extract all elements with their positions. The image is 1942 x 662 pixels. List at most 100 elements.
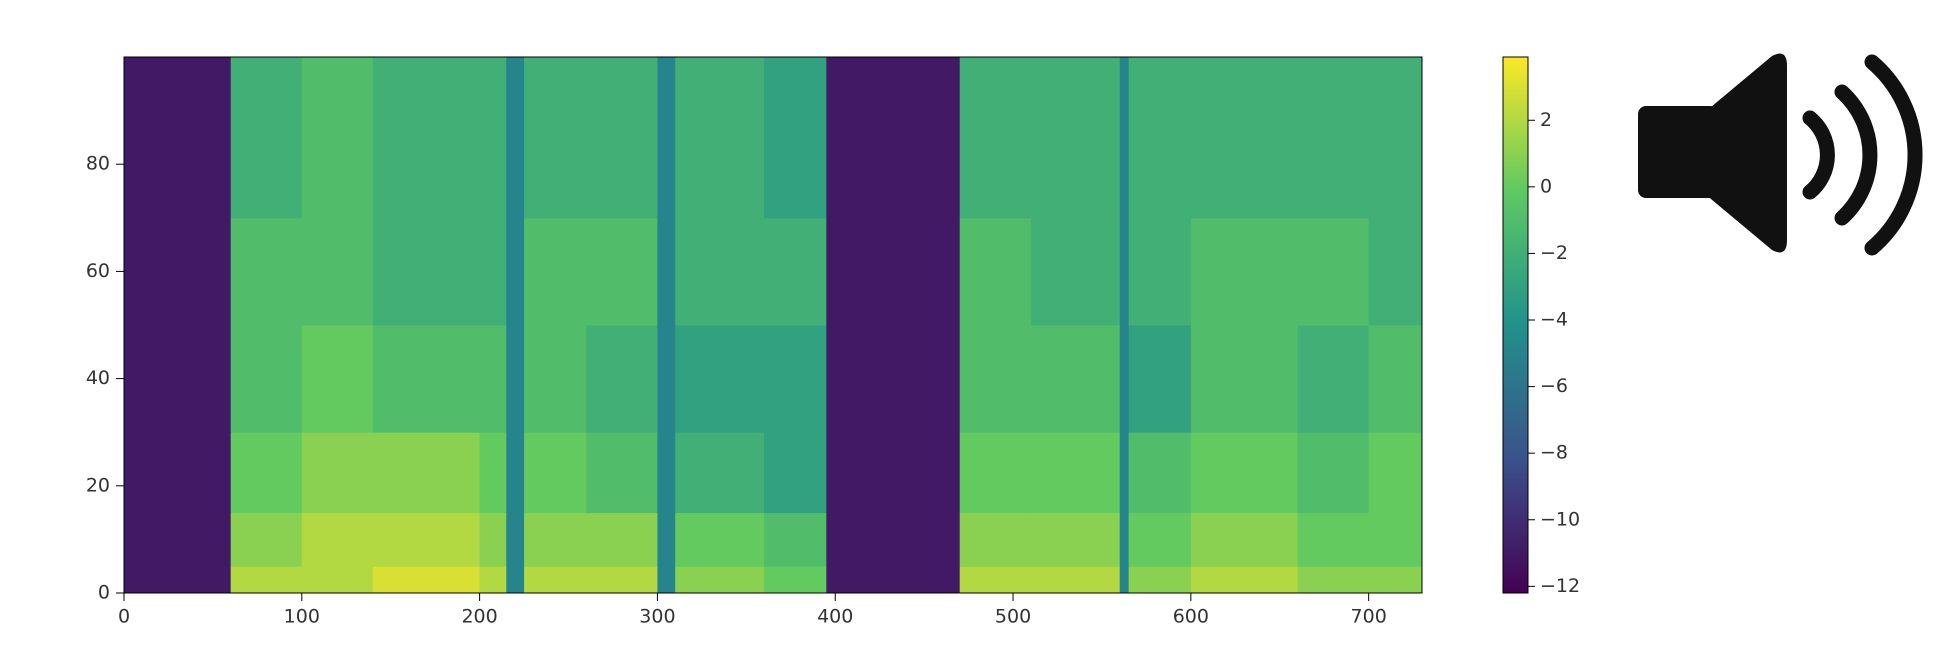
heat-cell [826, 566, 961, 594]
heat-cell [1190, 432, 1299, 514]
heat-cell [1128, 217, 1192, 326]
heat-cell [1128, 325, 1192, 433]
heat-cell [764, 57, 827, 219]
heat-cell [479, 325, 507, 433]
heat-cell [675, 217, 765, 326]
heat-cell [301, 217, 374, 326]
x-tick-label: 500 [995, 606, 1031, 628]
heat-cell [657, 57, 676, 219]
heat-cell [124, 432, 232, 514]
heat-cell [372, 57, 481, 219]
y-tick-label: 40 [86, 367, 110, 389]
y-tick-label: 60 [86, 260, 110, 282]
heat-cell [1368, 57, 1423, 219]
heat-cell [479, 217, 507, 326]
heat-cell [506, 566, 525, 594]
y-tick-label: 20 [86, 474, 110, 496]
heat-cell [1128, 512, 1192, 567]
heat-cell [586, 57, 658, 219]
x-tick-label: 600 [1173, 606, 1209, 628]
heat-cell [124, 217, 232, 326]
heat-cell [1297, 217, 1370, 326]
heat-cell [657, 432, 676, 514]
heat-cell [1119, 57, 1130, 219]
heat-cell [959, 325, 1032, 433]
heat-cell [524, 217, 587, 326]
x-tick-label: 0 [118, 606, 130, 628]
heat-cell [1030, 217, 1121, 326]
heat-cell [1128, 57, 1192, 219]
colorbar [1502, 56, 1529, 594]
heat-cell [586, 217, 658, 326]
x-tick-label: 100 [284, 606, 320, 628]
heat-cell [1368, 325, 1423, 433]
heat-cell [657, 512, 676, 567]
heat-cell [959, 566, 1032, 594]
heat-cell [1119, 566, 1130, 594]
heat-cell [1190, 325, 1299, 433]
heat-cell [506, 512, 525, 567]
heat-cell [230, 566, 303, 594]
heat-cell [959, 512, 1032, 567]
heat-cell [524, 566, 587, 594]
heat-cell [506, 217, 525, 326]
heatmap [124, 57, 1423, 594]
heat-cell [675, 57, 765, 219]
heat-cell [675, 566, 765, 594]
heat-cell [1297, 566, 1370, 594]
heat-cell [1368, 217, 1423, 326]
heat-cell [372, 217, 481, 326]
heat-cell [124, 566, 232, 594]
colorbar-tick-label: −10 [1540, 508, 1580, 530]
heat-cell [372, 432, 481, 514]
x-tick-label: 400 [817, 606, 853, 628]
heat-cell [1368, 512, 1423, 567]
heat-cell [124, 325, 232, 433]
heat-cell [1030, 432, 1121, 514]
heat-cell [524, 325, 587, 433]
heat-cell [764, 432, 827, 514]
heat-cell [1128, 566, 1192, 594]
heat-cell [1190, 512, 1299, 567]
heat-cell [230, 512, 303, 567]
heat-cell [586, 432, 658, 514]
heat-cell [1368, 432, 1423, 514]
heat-cell [657, 325, 676, 433]
heat-cell [230, 432, 303, 514]
colorbar-tick-label: 2 [1540, 109, 1552, 131]
heat-cell [657, 566, 676, 594]
heat-cell [764, 512, 827, 567]
heat-cell [675, 325, 765, 433]
heat-cell [479, 432, 507, 514]
plot-frame [123, 56, 1423, 594]
heat-cell [1030, 57, 1121, 219]
heat-cell [524, 57, 587, 219]
heat-cell [372, 325, 481, 433]
colorbar-tick-label: 0 [1540, 175, 1552, 197]
heat-cell [826, 217, 961, 326]
heat-cell [675, 432, 765, 514]
heat-cell [479, 566, 507, 594]
heat-cell [301, 325, 374, 433]
heat-cell [1030, 325, 1121, 433]
x-tick-label: 300 [639, 606, 675, 628]
heat-cell [1119, 512, 1130, 567]
heat-cell [230, 217, 303, 326]
heat-cell [506, 57, 525, 219]
heat-cell [1190, 566, 1299, 594]
heat-cell [959, 217, 1032, 326]
heat-cell [301, 512, 374, 567]
heat-cell [479, 57, 507, 219]
heat-cell [764, 217, 827, 326]
heat-cell [1190, 217, 1299, 326]
colorbar-tick-label: −8 [1540, 442, 1568, 464]
heat-cell [124, 512, 232, 567]
heat-cell [826, 512, 961, 567]
heat-cell [826, 57, 961, 219]
heat-cell [1297, 57, 1370, 219]
heat-cell [586, 512, 658, 567]
speaker-icon [1638, 53, 1923, 256]
colorbar-tick-label: −4 [1540, 309, 1568, 331]
heat-cell [1297, 512, 1370, 567]
